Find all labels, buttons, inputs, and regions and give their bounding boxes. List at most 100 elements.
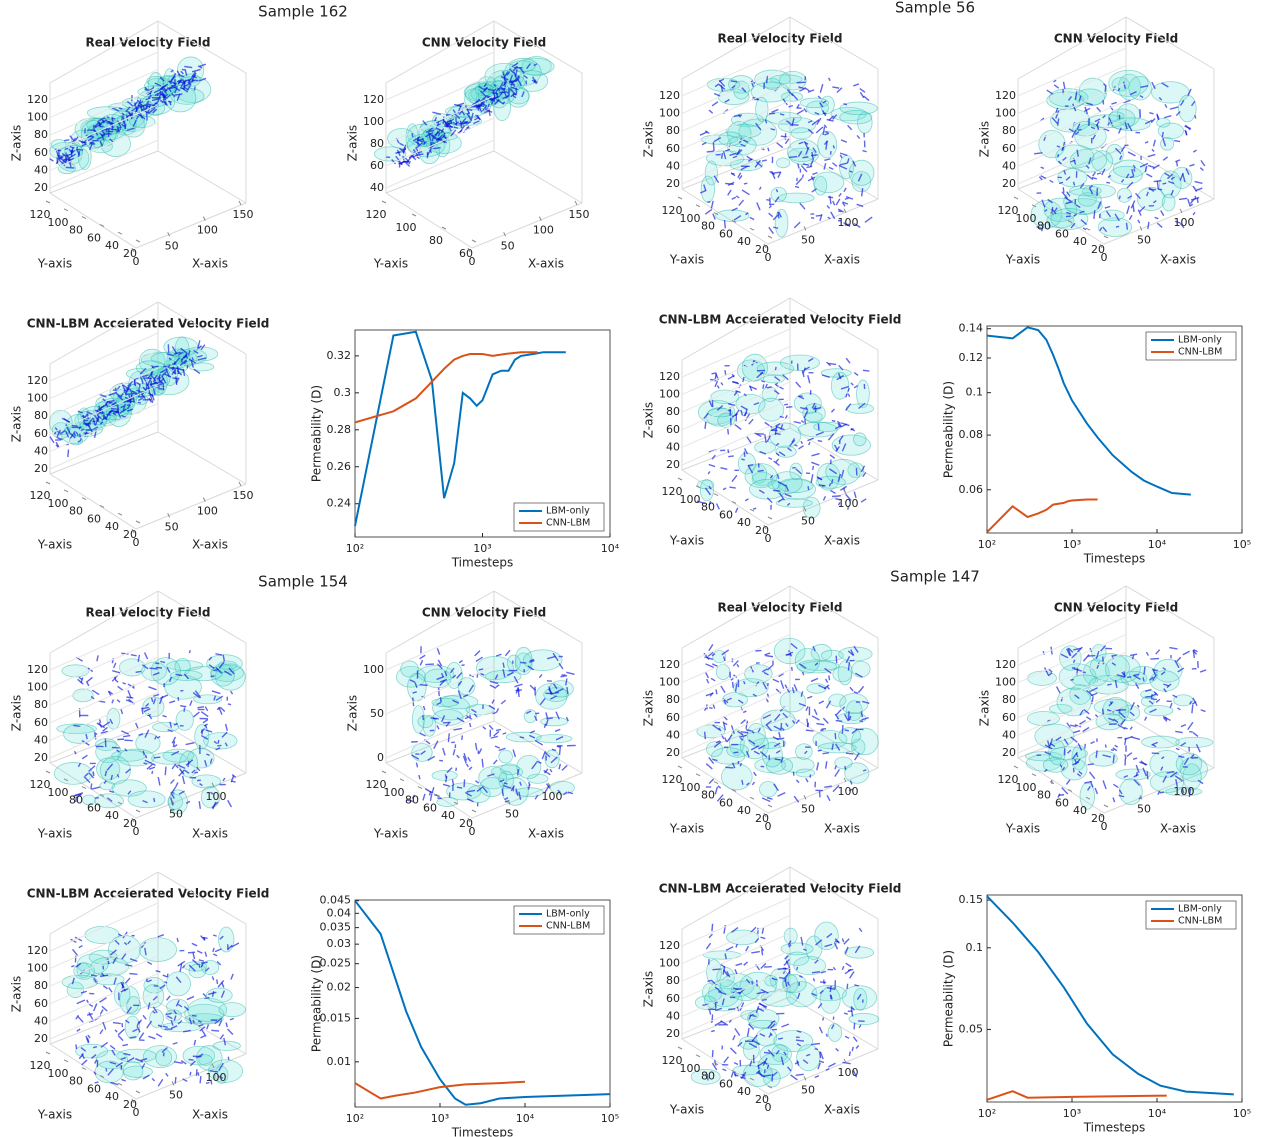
z-tick-label: 60 [666,992,680,1005]
velocity-stroke [1201,710,1206,712]
velocity-stroke [830,490,835,493]
velocity-stroke [1066,780,1070,785]
y-tick-mark [118,232,122,234]
velocity-stroke [829,167,833,169]
velocity-stroke [115,680,118,682]
y-tick-mark [768,805,772,807]
z-tick-label: 100 [995,676,1016,689]
velocity-stroke [845,198,849,199]
velocity-stroke [709,779,714,784]
z-tick-label: 80 [34,979,48,992]
volume-panel: Real Velocity Field20406080100120Z-axis2… [10,21,254,271]
legend-label: CNN-LBM [1178,347,1222,358]
velocity-stroke [817,762,819,770]
surface-blob [840,694,868,714]
velocity-stroke [709,464,715,466]
velocity-stroke [460,121,461,128]
velocity-stroke [207,1025,209,1030]
velocity-stroke [861,499,866,502]
velocity-stroke [496,708,498,712]
y-tick-label: 80 [429,234,443,247]
velocity-stroke [745,499,748,501]
y-axis-label: Y-axis [669,822,704,836]
velocity-stroke [194,1040,195,1045]
x-tick-label: 0 [133,536,140,549]
velocity-stroke [850,687,853,691]
surface-blob [1117,188,1131,202]
z-tick-label: 60 [666,423,680,436]
velocity-stroke [750,217,754,219]
surface-blob [448,116,482,125]
velocity-stroke [706,672,709,678]
velocity-stroke [184,708,185,712]
velocity-stroke [842,966,844,970]
velocity-stroke [491,736,498,738]
velocity-stroke [1152,149,1154,151]
velocity-stroke [734,1063,738,1065]
velocity-stroke [1096,750,1097,757]
velocity-stroke [432,787,434,793]
velocity-stroke [780,416,784,417]
surface-blob [807,684,826,694]
velocity-stroke [1111,102,1116,104]
velocity-stroke [194,86,195,90]
velocity-stroke [176,376,177,385]
velocity-stroke [1161,211,1164,216]
frame-line [472,203,582,248]
velocity-stroke [159,374,160,378]
velocity-stroke [823,753,829,754]
velocity-stroke [469,767,472,770]
velocity-stroke [859,928,862,932]
velocity-stroke [1195,115,1196,118]
velocity-stroke [78,1016,83,1022]
y-tick-label: 40 [1073,804,1087,817]
velocity-stroke [465,717,468,718]
sample-title: Sample 147 [890,568,980,586]
velocity-stroke [496,654,501,656]
velocity-stroke [1195,182,1203,184]
velocity-stroke [424,706,425,710]
velocity-stroke [114,663,116,668]
z-grid-line [50,657,158,705]
x-tick-label: 10⁴ [516,1112,535,1125]
surface-blob [517,755,541,778]
velocity-stroke [805,88,810,91]
surface-blob [166,1010,182,1021]
velocity-stroke [749,419,753,424]
velocity-stroke [853,84,859,86]
velocity-stroke [1183,651,1190,654]
x-tick-mark [239,482,241,486]
velocity-stroke [477,674,478,678]
velocity-stroke [844,188,846,192]
surface-blob [771,187,786,202]
velocity-stroke [1095,788,1097,794]
velocity-stroke [712,664,718,667]
surface-blob [780,355,819,370]
surface-blob [787,140,819,165]
x-tick-label: 0 [765,1101,772,1114]
surface-blob [62,665,89,677]
z-grid-line [682,617,790,665]
velocity-stroke [91,975,97,976]
x-tick-label: 10² [346,542,364,555]
x-tick-label: 10² [346,1112,364,1125]
velocity-stroke [160,695,168,699]
x-tick-label: 10³ [1063,538,1081,551]
velocity-stroke [513,750,515,757]
surface-blob [119,659,145,676]
velocity-stroke [1105,207,1110,209]
y-tick-label: 40 [441,809,455,822]
velocity-stroke [1047,90,1053,94]
velocity-stroke [1132,737,1140,739]
velocity-stroke [860,92,864,98]
velocity-stroke [1103,781,1106,789]
z-tick-label: 40 [370,181,384,194]
velocity-stroke [864,96,869,101]
velocity-stroke [766,699,768,702]
z-tick-label: 80 [1002,124,1016,137]
velocity-stroke [211,676,215,677]
velocity-stroke [1170,703,1172,708]
velocity-stroke [212,976,213,980]
x-axis-label: Timesteps [451,1126,514,1137]
